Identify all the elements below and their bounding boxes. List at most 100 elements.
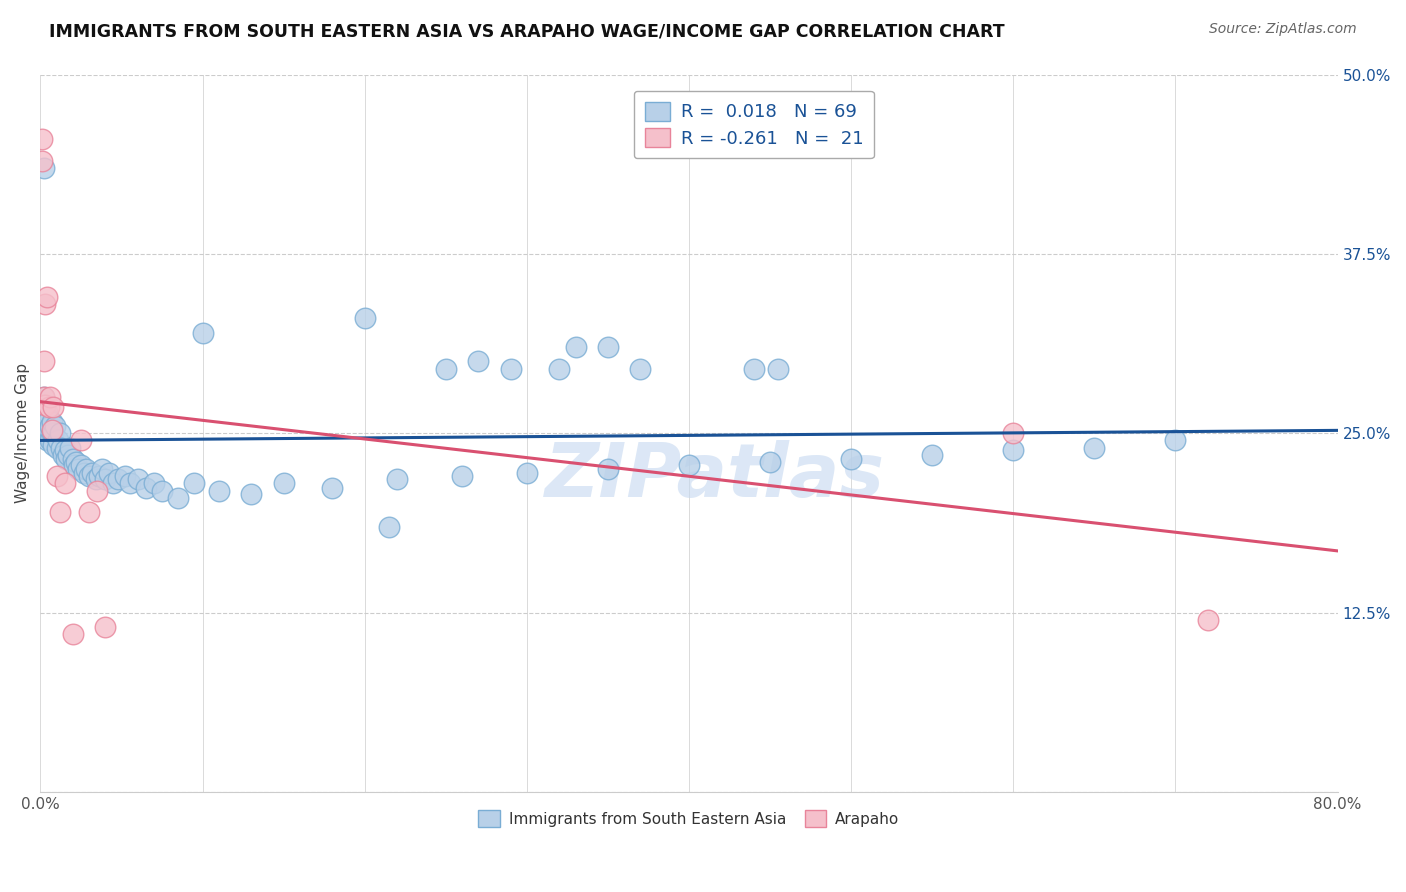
Point	[114, 469, 136, 483]
Point	[41, 415, 63, 429]
Point	[55, 452, 77, 467]
Legend: Immigrants from South Eastern Asia, Arapaho: Immigrants from South Eastern Asia, Arap…	[471, 803, 907, 835]
Point	[94, 620, 117, 634]
Point	[628, 361, 651, 376]
Point	[87, 469, 110, 483]
Point	[38, 401, 60, 415]
Point	[53, 443, 76, 458]
Point	[44, 419, 66, 434]
Point	[32, 390, 55, 404]
Point	[451, 469, 474, 483]
Point	[39, 419, 62, 434]
Point	[1083, 441, 1105, 455]
Point	[596, 462, 619, 476]
Point	[142, 476, 165, 491]
Point	[167, 491, 190, 505]
Point	[70, 458, 93, 472]
Point	[49, 505, 72, 519]
Point	[596, 340, 619, 354]
Point	[39, 434, 62, 448]
Point	[208, 483, 231, 498]
Point	[127, 472, 149, 486]
Point	[107, 472, 129, 486]
Point	[32, 405, 55, 419]
Point	[150, 483, 173, 498]
Text: ZIPatlas: ZIPatlas	[546, 440, 884, 513]
Point	[32, 390, 55, 404]
Text: Source: ZipAtlas.com: Source: ZipAtlas.com	[1209, 22, 1357, 37]
Point	[39, 390, 62, 404]
Point	[84, 472, 107, 486]
Point	[353, 311, 375, 326]
Point	[56, 448, 79, 462]
Point	[548, 361, 571, 376]
Point	[45, 441, 67, 455]
Point	[49, 426, 72, 441]
Point	[52, 448, 75, 462]
Point	[32, 426, 55, 441]
Point	[35, 434, 58, 448]
Point	[51, 441, 73, 455]
Point	[62, 627, 84, 641]
Point	[77, 505, 100, 519]
Point	[31, 398, 53, 412]
Point	[66, 462, 89, 476]
Point	[434, 361, 457, 376]
Point	[742, 361, 765, 376]
Point	[1164, 434, 1187, 448]
Point	[34, 405, 56, 419]
Point	[118, 476, 141, 491]
Point	[77, 469, 100, 483]
Point	[53, 476, 76, 491]
Point	[766, 361, 789, 376]
Point	[31, 412, 53, 426]
Point	[31, 153, 53, 168]
Point	[467, 354, 489, 368]
Point	[42, 438, 65, 452]
Point	[41, 423, 63, 437]
Point	[32, 354, 55, 368]
Point	[103, 476, 125, 491]
Point	[65, 455, 87, 469]
Y-axis label: Wage/Income Gap: Wage/Income Gap	[15, 363, 30, 503]
Point	[1002, 426, 1025, 441]
Point	[38, 412, 60, 426]
Point	[564, 340, 586, 354]
Point	[35, 405, 58, 419]
Point	[91, 462, 114, 476]
Point	[839, 452, 862, 467]
Point	[42, 426, 65, 441]
Point	[94, 472, 117, 486]
Point	[75, 462, 97, 476]
Point	[183, 476, 205, 491]
Point	[45, 469, 67, 483]
Point	[499, 361, 522, 376]
Point	[41, 426, 63, 441]
Point	[273, 476, 295, 491]
Point	[35, 419, 58, 434]
Point	[240, 486, 263, 500]
Point	[678, 458, 700, 472]
Point	[35, 290, 58, 304]
Point	[34, 412, 56, 426]
Point	[191, 326, 214, 340]
Point	[1002, 443, 1025, 458]
Point	[38, 429, 60, 443]
Point	[921, 448, 943, 462]
Point	[1197, 613, 1219, 627]
Text: IMMIGRANTS FROM SOUTH EASTERN ASIA VS ARAPAHO WAGE/INCOME GAP CORRELATION CHART: IMMIGRANTS FROM SOUTH EASTERN ASIA VS AR…	[49, 22, 1005, 40]
Point	[34, 297, 56, 311]
Point	[32, 161, 55, 175]
Point	[135, 481, 157, 495]
Point	[59, 441, 82, 455]
Point	[516, 467, 538, 481]
Point	[70, 434, 93, 448]
Point	[385, 472, 408, 486]
Point	[378, 519, 401, 533]
Point	[38, 423, 60, 437]
Point	[63, 458, 86, 472]
Point	[86, 483, 108, 498]
Point	[97, 467, 120, 481]
Point	[62, 452, 84, 467]
Point	[42, 401, 65, 415]
